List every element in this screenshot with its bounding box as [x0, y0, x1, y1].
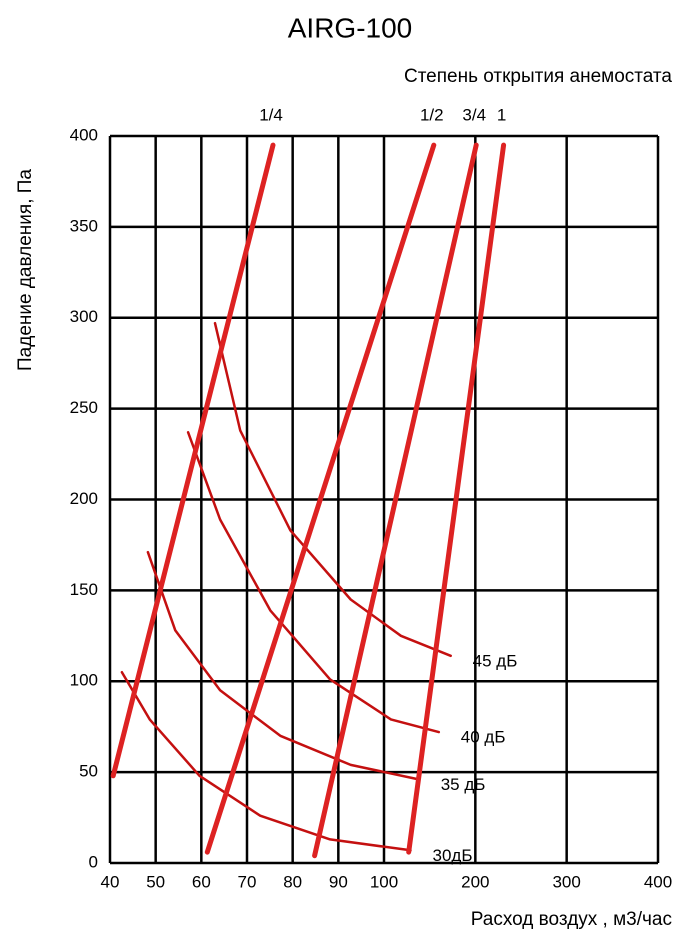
y-tick-label: 250: [70, 398, 98, 417]
x-tick-label: 40: [101, 872, 120, 891]
y-tick-label: 100: [70, 671, 98, 690]
x-tick-label: 300: [552, 872, 580, 891]
x-axis-label: Расход воздух , м3/час: [471, 909, 672, 930]
x-tick-label: 80: [283, 872, 302, 891]
chart-title: AIRG-100: [288, 12, 413, 43]
x-tick-label: 200: [461, 872, 489, 891]
x-tick-label: 90: [329, 872, 348, 891]
opening-label: 1: [497, 105, 506, 124]
x-tick-label: 60: [192, 872, 211, 891]
y-tick-label: 200: [70, 489, 98, 508]
data-line: [110, 142, 276, 779]
data-line: [120, 670, 412, 852]
y-tick-label: 350: [70, 216, 98, 235]
data-line: [213, 321, 452, 658]
data-line: [406, 142, 507, 855]
curve-label: 30дБ: [432, 846, 472, 865]
data-line: [186, 431, 441, 734]
y-tick-label: 400: [70, 125, 98, 144]
x-tick-label: 50: [146, 872, 165, 891]
opening-label: 1/4: [259, 105, 283, 124]
x-tick-label: 70: [238, 872, 257, 891]
curve-label: 35 дБ: [441, 775, 486, 794]
data-line: [312, 142, 479, 859]
curve-label: 45 дБ: [473, 651, 518, 670]
opening-label: 1/2: [420, 105, 444, 124]
y-tick-label: 50: [79, 762, 98, 781]
opening-label: 3/4: [462, 105, 486, 124]
chart-subtitle: Степень открытия анемостата: [404, 66, 672, 87]
x-tick-label: 100: [370, 872, 398, 891]
y-tick-label: 0: [89, 852, 98, 871]
curve-label: 40 дБ: [461, 728, 506, 747]
data-line: [204, 142, 437, 855]
x-tick-label: 400: [644, 872, 672, 891]
y-axis-label: Падение давления, Па: [15, 169, 36, 371]
y-tick-label: 150: [70, 580, 98, 599]
y-tick-label: 300: [70, 307, 98, 326]
